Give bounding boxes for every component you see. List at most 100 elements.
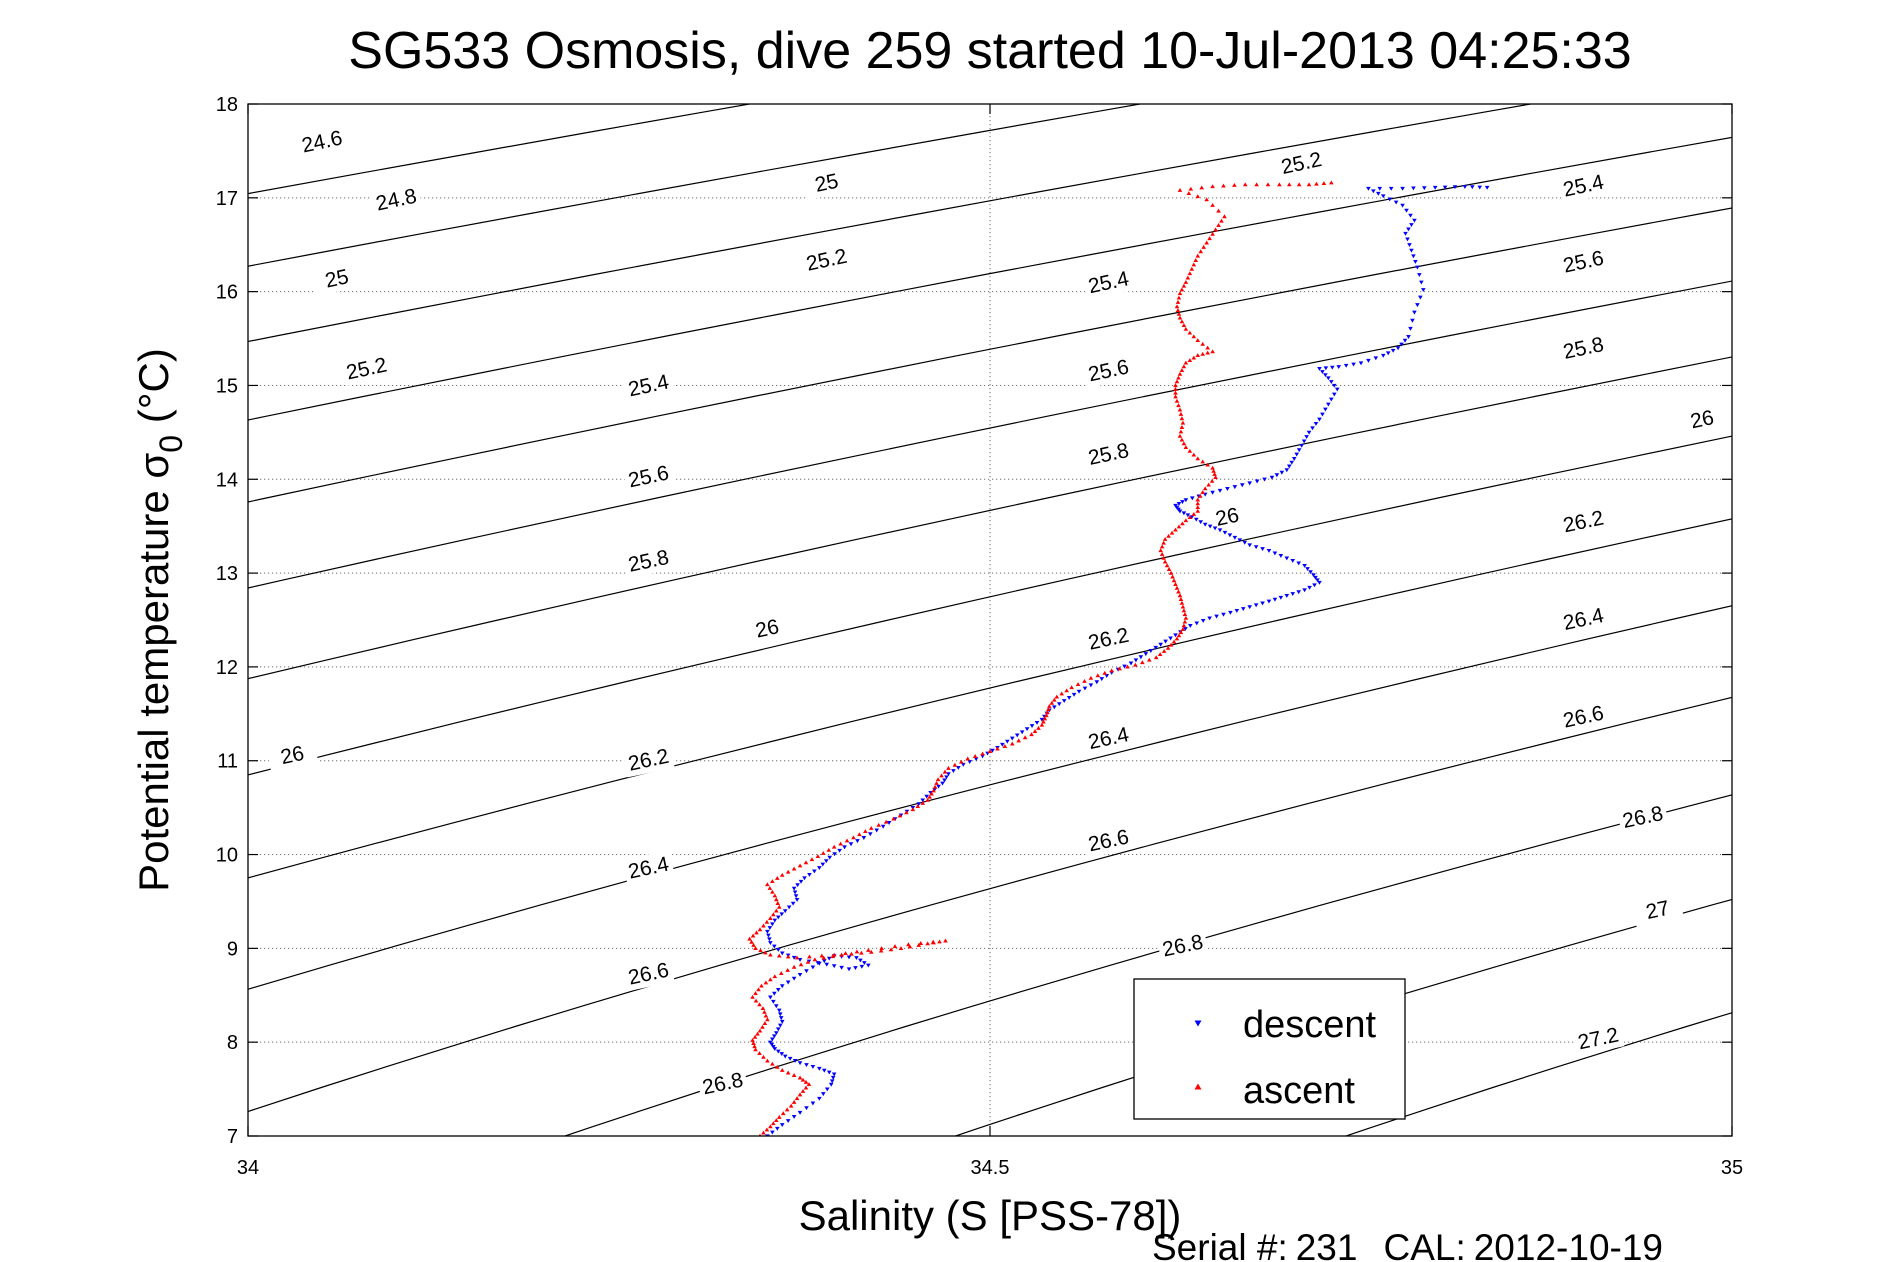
data-point-ascent: [1191, 511, 1197, 516]
data-point-descent: [1128, 661, 1134, 666]
y-tick-label: 18: [216, 94, 238, 116]
data-point-ascent: [754, 930, 759, 935]
data-point-ascent: [776, 1114, 782, 1119]
data-point-descent: [1366, 186, 1371, 191]
data-point-ascent: [765, 1058, 770, 1063]
data-point-ascent: [1044, 713, 1049, 718]
data-point-ascent: [812, 957, 818, 962]
isopycnal-label: 25.4: [622, 367, 675, 404]
data-point-descent: [1185, 513, 1191, 518]
isopycnal-label-bg: [1082, 436, 1135, 472]
data-point-descent: [774, 1031, 779, 1036]
data-point-descent: [1227, 533, 1233, 538]
data-point-descent: [1289, 460, 1295, 465]
isopycnal-label-bg: [370, 181, 423, 218]
data-point-ascent: [1179, 368, 1185, 373]
data-point-descent: [1380, 194, 1386, 199]
data-point-ascent: [794, 1096, 800, 1101]
data-point-descent: [1315, 578, 1320, 583]
data-point-ascent: [776, 953, 782, 958]
data-point-ascent: [1174, 636, 1180, 641]
data-point-descent: [839, 965, 844, 970]
data-point-ascent: [770, 879, 775, 884]
data-point-descent: [1222, 530, 1228, 535]
data-point-ascent: [1161, 648, 1167, 653]
data-point-descent: [1148, 649, 1154, 653]
isopycnal-label-bg: [622, 955, 675, 992]
data-point-descent: [859, 964, 865, 969]
data-point-ascent: [800, 1088, 806, 1093]
legend: descent ascent: [1133, 978, 1406, 1120]
data-point-descent: [967, 760, 973, 764]
data-point-descent: [1253, 603, 1259, 608]
y-tick-label: 11: [217, 751, 238, 773]
data-point-descent: [990, 748, 995, 753]
data-point-ascent: [939, 773, 944, 778]
data-point-ascent: [1174, 379, 1180, 384]
data-point-descent: [1173, 633, 1178, 638]
data-point-ascent: [774, 908, 779, 913]
data-point-descent: [1104, 674, 1110, 678]
data-point-ascent: [1188, 186, 1194, 191]
data-point-ascent: [1185, 275, 1191, 280]
data-point-ascent: [868, 825, 874, 830]
data-point-ascent: [751, 942, 756, 947]
data-point-ascent: [918, 941, 924, 945]
data-point-descent: [973, 757, 979, 762]
data-point-ascent: [806, 1082, 812, 1087]
data-point-ascent: [785, 967, 790, 972]
legend-marker-descent: [1194, 1020, 1202, 1027]
data-point-descent: [1320, 370, 1325, 374]
isopycnal-label: 26: [741, 610, 794, 647]
data-point-ascent: [768, 1124, 773, 1129]
data-point-ascent: [1088, 675, 1094, 680]
data-point-descent: [772, 918, 778, 923]
data-point-descent: [1403, 231, 1408, 236]
isopycnal-label-bg: [266, 737, 319, 773]
data-point-ascent: [1232, 183, 1237, 187]
data-point-ascent: [761, 923, 766, 928]
data-point-descent: [936, 784, 941, 789]
isopycnal-label-text: 25: [323, 265, 351, 292]
isopycnal-label-text: 27: [1644, 897, 1672, 924]
data-point-descent: [1323, 373, 1328, 378]
data-point-descent: [1284, 556, 1290, 561]
data-point-descent: [940, 781, 945, 786]
isopycnal-label-bg: [1082, 352, 1135, 389]
data-point-ascent: [935, 777, 941, 782]
data-point-ascent: [1191, 452, 1197, 457]
data-point-descent: [956, 765, 961, 770]
data-point-descent: [1331, 383, 1337, 388]
data-point-ascent: [1210, 184, 1215, 189]
data-point-descent: [779, 1123, 785, 1128]
isopycnal-label-bg: [1675, 401, 1729, 437]
data-point-descent: [815, 961, 821, 966]
data-point-ascent: [1314, 181, 1319, 186]
data-point-ascent: [763, 1013, 769, 1018]
data-point-ascent: [750, 1038, 755, 1042]
data-point-ascent: [1211, 468, 1216, 473]
data-point-ascent: [1183, 279, 1189, 284]
data-point-descent: [812, 869, 817, 874]
data-point-descent: [795, 883, 800, 888]
data-point-ascent: [747, 936, 752, 941]
data-point-ascent: [1179, 600, 1185, 605]
data-point-ascent: [1180, 627, 1186, 631]
data-point-ascent: [1158, 548, 1163, 553]
data-point-ascent: [759, 983, 764, 988]
data-point-descent: [1400, 203, 1405, 208]
isopycnal-label-bg: [1557, 503, 1610, 540]
data-point-descent: [1323, 366, 1329, 371]
data-point-descent: [1412, 310, 1417, 315]
isopycnal-label: 24.6: [295, 123, 349, 160]
data-point-ascent: [1187, 448, 1193, 453]
data-point-ascent: [1102, 670, 1108, 675]
data-point-ascent: [1039, 722, 1045, 727]
data-point-descent: [1402, 338, 1408, 343]
isopycnal-line-26-2: [248, 518, 1732, 879]
data-point-descent: [1207, 524, 1213, 529]
data-point-descent: [1343, 363, 1349, 368]
data-point-descent: [1217, 488, 1223, 493]
data-point-ascent: [1009, 741, 1015, 746]
data-point-ascent: [839, 952, 844, 957]
